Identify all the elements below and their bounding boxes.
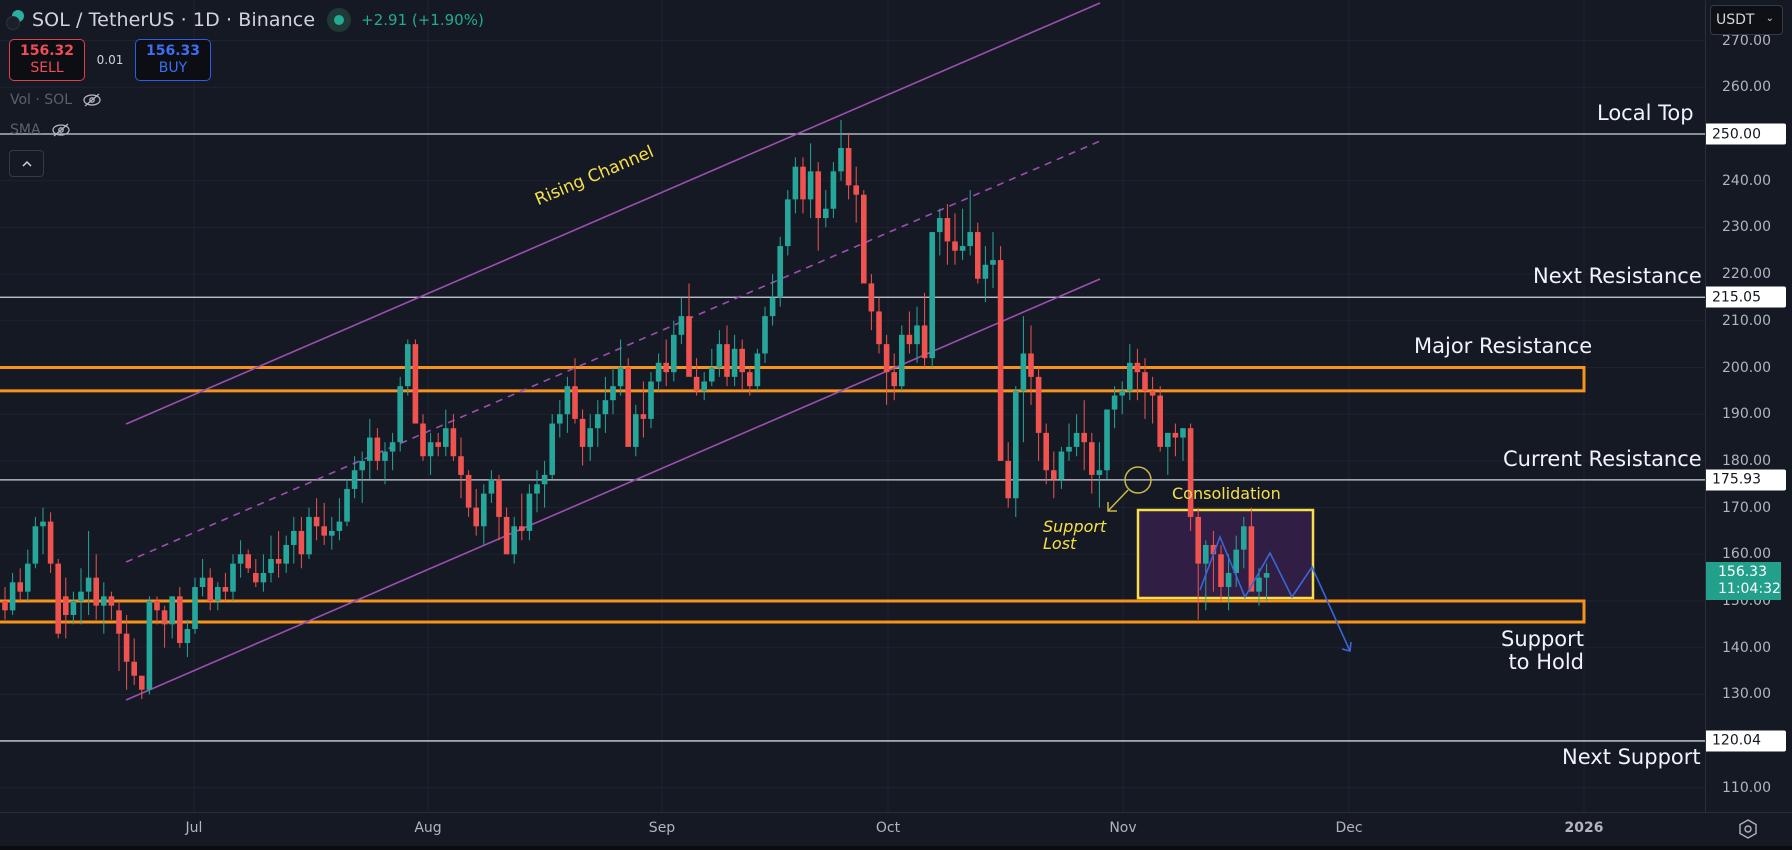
indicator-label: SMA bbox=[10, 122, 41, 138]
projection-path bbox=[1199, 534, 1352, 652]
price-tick: 230.00 bbox=[1722, 219, 1771, 236]
trade-panel: 156.32 SELL 0.01 156.33 BUY bbox=[9, 39, 211, 81]
price-level-tag: 175.93 bbox=[1706, 469, 1786, 491]
price-level-tag: 120.04 bbox=[1706, 730, 1786, 752]
label-support-lost: Support Lost bbox=[1043, 518, 1106, 552]
price-tick: 130.00 bbox=[1722, 686, 1771, 703]
price-axis-divider bbox=[1705, 0, 1706, 812]
price-change: +2.91 (+1.90%) bbox=[361, 11, 484, 29]
eye-off-icon[interactable] bbox=[51, 123, 71, 137]
eye-off-icon[interactable] bbox=[82, 93, 102, 107]
candlesticks bbox=[2, 119, 1270, 700]
price-tick: 220.00 bbox=[1722, 266, 1771, 283]
bottom-edge bbox=[0, 846, 1792, 850]
buy-price: 156.33 bbox=[145, 43, 201, 59]
time-tick: Aug bbox=[414, 820, 442, 836]
label-major-resistance: Major Resistance bbox=[1414, 334, 1593, 358]
price-tick: 170.00 bbox=[1722, 499, 1771, 516]
spread-value: 0.01 bbox=[96, 53, 124, 67]
collapse-legend-button[interactable] bbox=[9, 150, 44, 177]
time-axis-divider bbox=[0, 812, 1792, 813]
label-line: Support bbox=[1500, 627, 1584, 651]
label-line: Support bbox=[1043, 517, 1107, 536]
label-support-to-hold: Support to Hold bbox=[1500, 628, 1584, 674]
chevron-up-icon bbox=[21, 160, 32, 167]
price-tick: 190.00 bbox=[1722, 406, 1771, 423]
price-zones bbox=[0, 366, 1586, 624]
label-line: to Hold bbox=[1508, 650, 1584, 674]
indicator-sma[interactable]: SMA bbox=[10, 122, 71, 138]
support-lost-marker bbox=[1107, 466, 1152, 512]
time-tick: Nov bbox=[1109, 820, 1137, 836]
indicator-volume[interactable]: Vol · SOL bbox=[10, 92, 102, 108]
price-tick: 240.00 bbox=[1722, 172, 1771, 189]
label-consolidation: Consolidation bbox=[1172, 484, 1281, 503]
label-next-support: Next Support bbox=[1562, 745, 1701, 769]
price-level-tag: 250.00 bbox=[1706, 123, 1786, 145]
price-tick: 260.00 bbox=[1722, 79, 1771, 96]
rising-channel bbox=[125, 2, 1101, 701]
buy-label: BUY bbox=[158, 60, 188, 76]
label-line: Lost bbox=[1043, 534, 1077, 553]
time-tick: Dec bbox=[1335, 820, 1363, 836]
sell-price: 156.32 bbox=[19, 43, 75, 59]
indicator-label: Vol · SOL bbox=[10, 92, 73, 108]
symbol-header: SOL / TetherUS · 1D · Binance +2.91 (+1.… bbox=[6, 6, 484, 34]
sell-label: SELL bbox=[30, 60, 64, 76]
current-price-tag: 156.33 11:04:32 bbox=[1706, 562, 1781, 600]
bar-countdown: 11:04:32 bbox=[1718, 581, 1781, 597]
current-price: 156.33 bbox=[1718, 564, 1767, 580]
time-tick: Sep bbox=[648, 820, 676, 836]
time-tick: Jul bbox=[185, 820, 203, 836]
currency-select[interactable]: USDT ⌄ bbox=[1710, 5, 1783, 35]
price-tick: 110.00 bbox=[1722, 779, 1771, 796]
buy-button[interactable]: 156.33 BUY bbox=[135, 39, 211, 81]
consolidation-box bbox=[1136, 508, 1315, 600]
time-tick: Oct bbox=[875, 820, 901, 836]
price-tick: 140.00 bbox=[1722, 639, 1771, 656]
price-level-tag: 215.05 bbox=[1706, 286, 1786, 308]
price-tick: 160.00 bbox=[1722, 546, 1771, 563]
market-status-icon[interactable] bbox=[327, 8, 352, 32]
label-current-resistance: Current Resistance bbox=[1503, 447, 1702, 471]
sol-logo-icon bbox=[6, 10, 26, 30]
horizontal-levels bbox=[0, 133, 1705, 742]
price-tick: 200.00 bbox=[1722, 359, 1771, 376]
price-tick: 210.00 bbox=[1722, 312, 1771, 329]
sell-button[interactable]: 156.32 SELL bbox=[9, 39, 85, 81]
price-tick: 180.00 bbox=[1722, 452, 1771, 469]
chevron-down-icon: ⌄ bbox=[1765, 13, 1774, 24]
label-local-top: Local Top bbox=[1597, 101, 1694, 125]
time-tick: 2026 bbox=[1564, 820, 1604, 836]
currency-value: USDT bbox=[1716, 12, 1755, 28]
grid-lines bbox=[0, 0, 1705, 812]
label-next-resistance: Next Resistance bbox=[1533, 264, 1702, 288]
price-tick: 270.00 bbox=[1722, 32, 1771, 49]
symbol-title[interactable]: SOL / TetherUS · 1D · Binance bbox=[32, 9, 316, 31]
settings-gear-icon[interactable] bbox=[1735, 816, 1761, 842]
